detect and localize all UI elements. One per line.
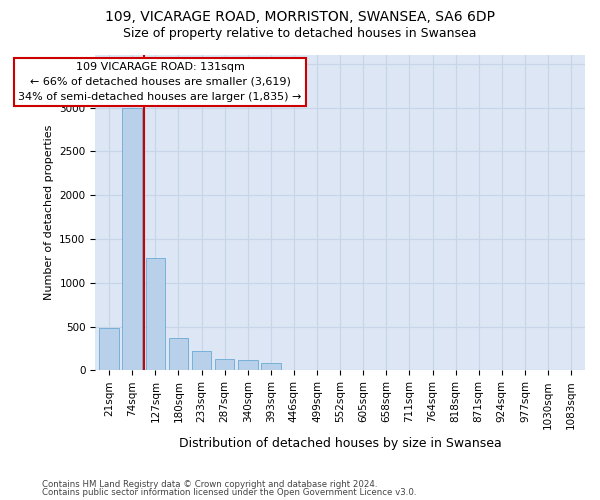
Bar [192,352,211,370]
Text: Contains HM Land Registry data © Crown copyright and database right 2024.: Contains HM Land Registry data © Crown c… [42,480,377,489]
Bar [122,108,142,370]
Bar [261,364,281,370]
Text: Contains public sector information licensed under the Open Government Licence v3: Contains public sector information licen… [42,488,416,497]
Bar [238,360,257,370]
Text: Size of property relative to detached houses in Swansea: Size of property relative to detached ho… [123,28,477,40]
Text: 109, VICARAGE ROAD, MORRISTON, SWANSEA, SA6 6DP: 109, VICARAGE ROAD, MORRISTON, SWANSEA, … [105,10,495,24]
Bar [169,338,188,370]
Y-axis label: Number of detached properties: Number of detached properties [44,125,54,300]
Bar [146,258,165,370]
Bar [100,328,119,370]
X-axis label: Distribution of detached houses by size in Swansea: Distribution of detached houses by size … [179,437,502,450]
Text: 109 VICARAGE ROAD: 131sqm
← 66% of detached houses are smaller (3,619)
34% of se: 109 VICARAGE ROAD: 131sqm ← 66% of detac… [18,62,302,102]
Bar [215,359,235,370]
